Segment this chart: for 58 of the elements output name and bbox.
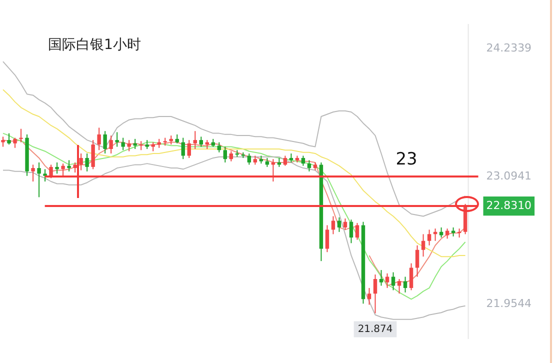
y-tick-label: 24.2339 (486, 42, 532, 55)
candlestick (7, 132, 11, 146)
text: 国际白银1小时 (48, 36, 141, 54)
candlestick (427, 229, 432, 246)
candlestick (247, 152, 252, 166)
candlestick (355, 222, 360, 240)
candlestick (439, 226, 444, 238)
candlestick (193, 130, 197, 150)
candlestick (181, 137, 185, 160)
candlestick (31, 164, 35, 182)
candlestick (55, 162, 59, 174)
candlestick (283, 155, 288, 166)
candlestick (19, 128, 23, 143)
candlestick (223, 146, 228, 163)
candlestick (85, 152, 89, 172)
candlestick (409, 262, 414, 291)
candlestick (1, 136, 5, 148)
candlestick (385, 272, 390, 288)
candlestick (307, 160, 312, 172)
candlestick (37, 162, 41, 198)
candlestick (73, 162, 77, 174)
y-tick-label: 21.9544 (486, 297, 532, 310)
candlestick (217, 142, 221, 153)
candlestick (403, 276, 408, 293)
candlestick (445, 228, 450, 240)
candlestick (115, 132, 119, 148)
candlestick (301, 155, 306, 166)
y-tick-label: 23.0941 (486, 169, 532, 182)
candlestick (187, 140, 191, 158)
candlestick (79, 152, 83, 171)
candlestick (325, 224, 330, 253)
candlestick (229, 150, 234, 162)
annotation: 21.874 (358, 324, 393, 335)
candlestick (199, 136, 203, 148)
candlestick (331, 216, 336, 235)
ref-line-label: 23 (396, 148, 418, 168)
candlestick (49, 164, 53, 179)
candlestick (133, 138, 137, 150)
candlestick (109, 135, 113, 154)
candlestick (67, 160, 71, 172)
y-tick-label: 22.8310 (486, 198, 532, 212)
candlestick (61, 163, 65, 176)
candlestick (337, 216, 342, 232)
candlestick (43, 168, 47, 182)
candlestick (91, 140, 95, 170)
candlestick (379, 270, 384, 286)
candlestick (127, 140, 131, 152)
candlestick (397, 278, 402, 294)
candlestick (421, 234, 426, 258)
candlestick (13, 137, 17, 148)
candlestick (97, 127, 101, 151)
candlestick (343, 218, 348, 230)
candlestick (349, 219, 354, 244)
candlestick (415, 244, 420, 278)
candlestick (103, 130, 107, 154)
candlestick (367, 287, 372, 306)
candlestick (121, 137, 125, 151)
candlestick (373, 274, 378, 314)
